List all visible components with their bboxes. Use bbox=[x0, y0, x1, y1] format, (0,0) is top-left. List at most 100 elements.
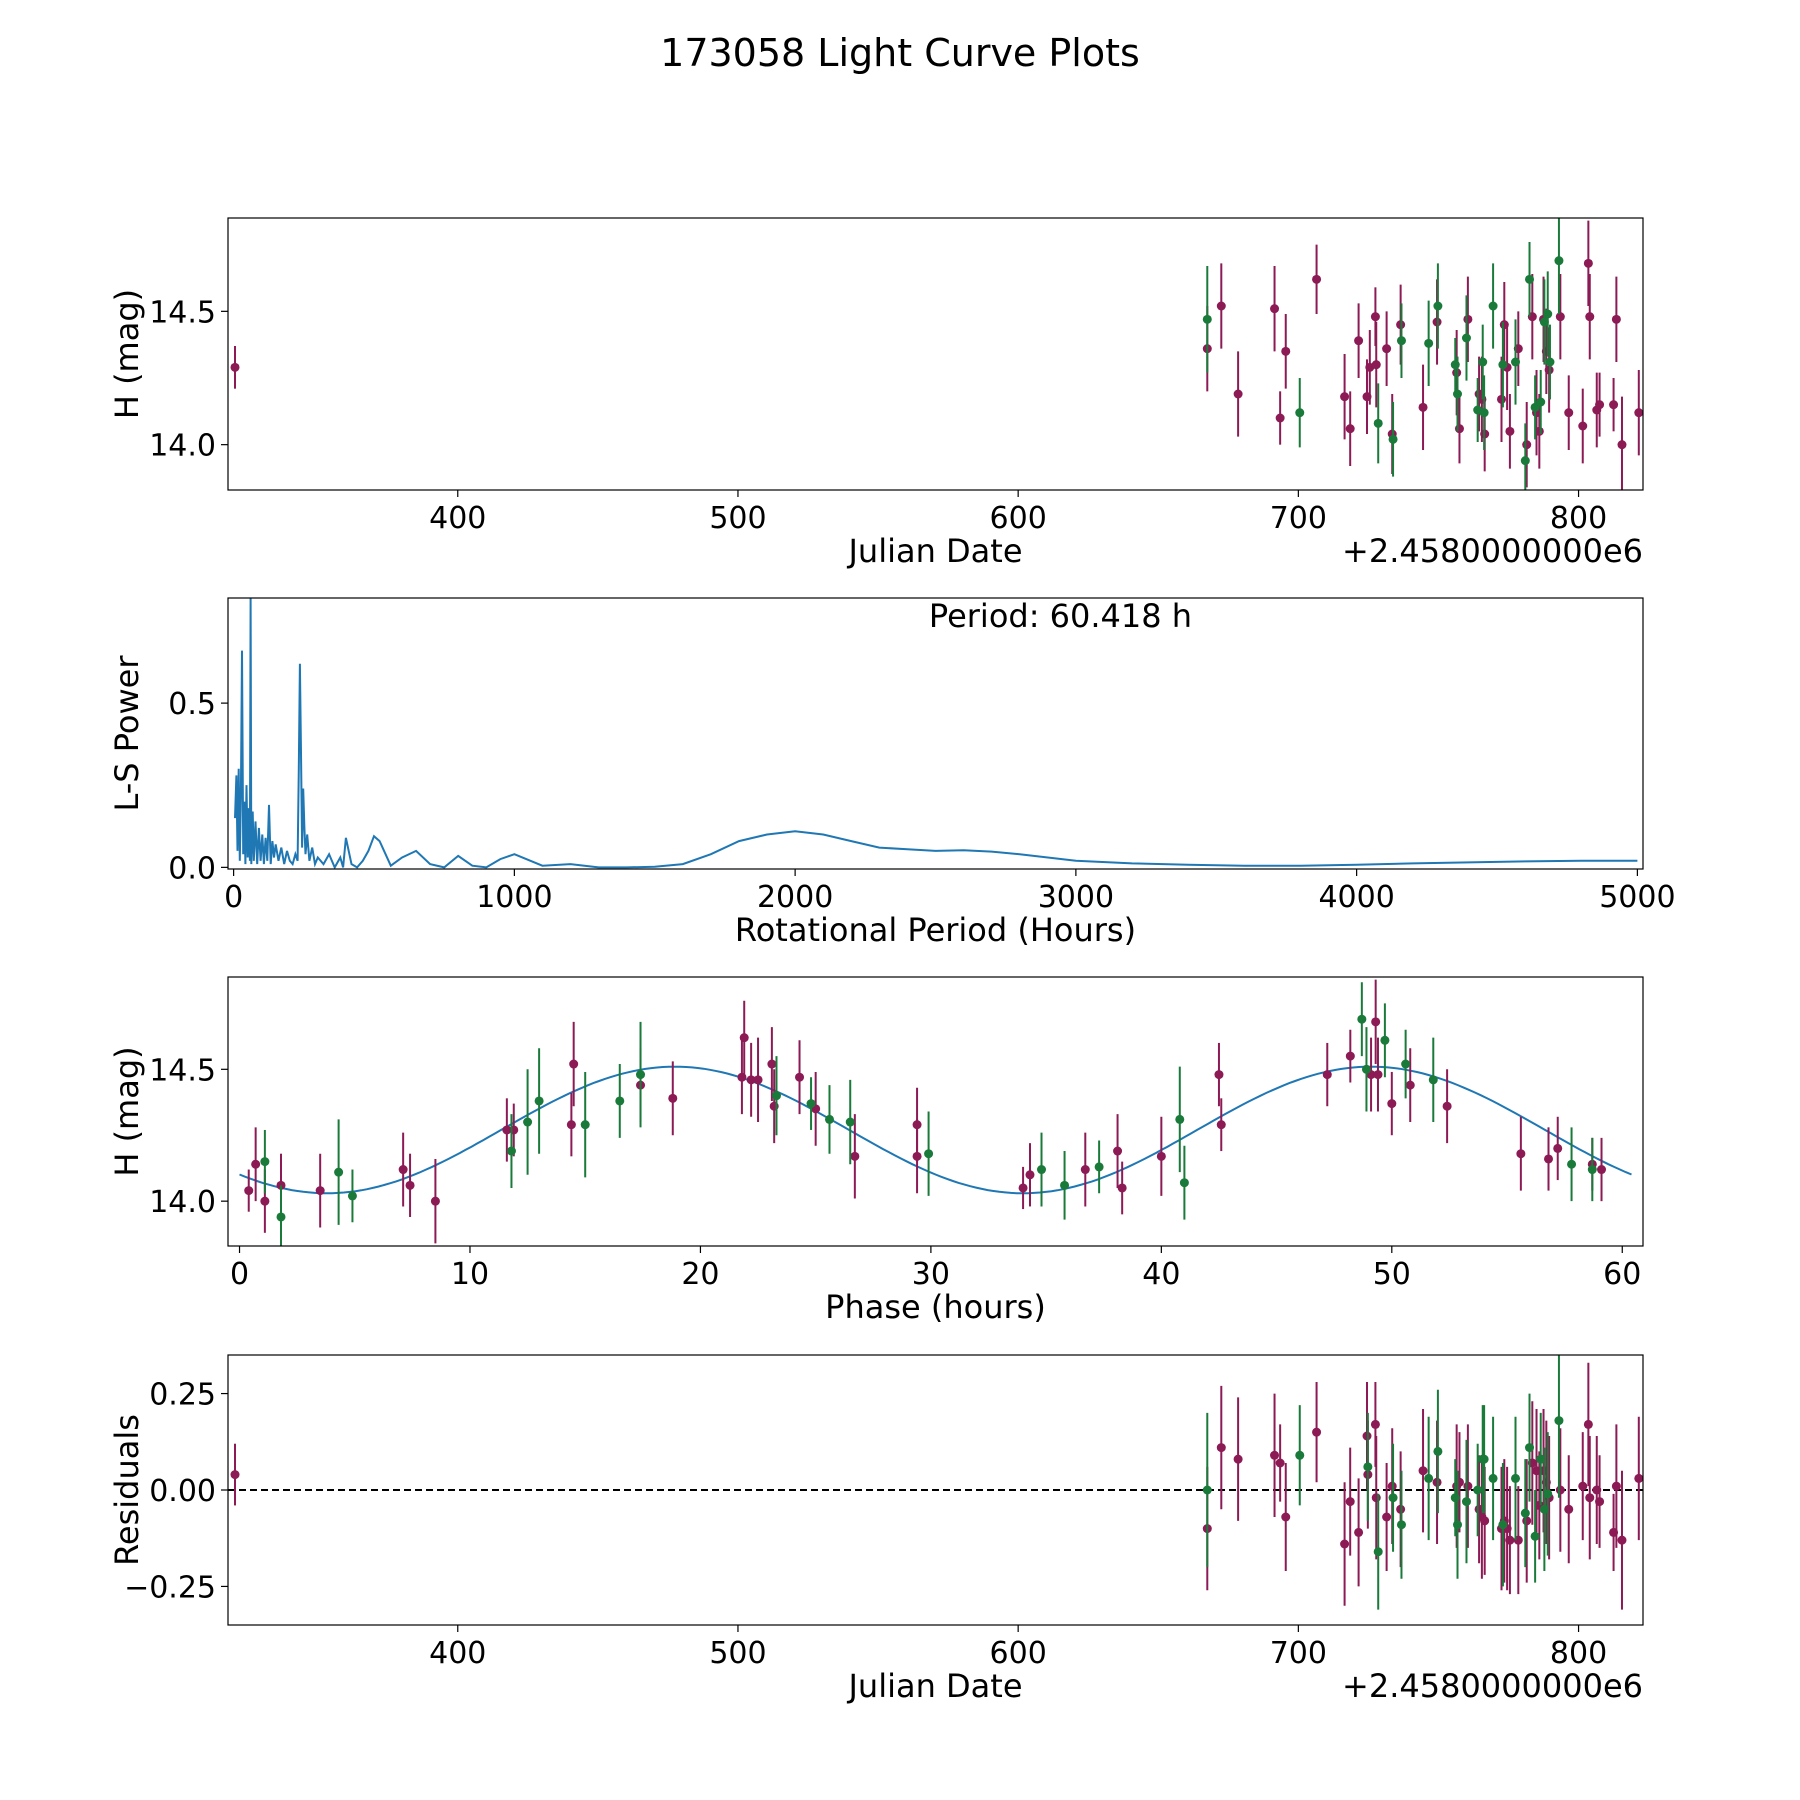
data-point bbox=[1555, 1485, 1565, 1495]
data-point bbox=[1488, 301, 1498, 311]
data-point bbox=[1361, 1064, 1371, 1074]
x-tick-label: 400 bbox=[429, 1636, 486, 1671]
data-point bbox=[1060, 1180, 1070, 1190]
periodogram-line bbox=[234, 598, 1638, 869]
data-point bbox=[534, 1096, 544, 1106]
data-point bbox=[739, 1033, 749, 1043]
data-point bbox=[1354, 336, 1364, 346]
data-point bbox=[1564, 1504, 1574, 1514]
data-point bbox=[1370, 312, 1380, 322]
data-point bbox=[1553, 1143, 1563, 1153]
x-axis-label: Julian Date bbox=[846, 1667, 1022, 1705]
data-point bbox=[1270, 1450, 1280, 1460]
data-point bbox=[1530, 1531, 1540, 1541]
y-tick-label: 14.5 bbox=[149, 295, 216, 330]
data-point bbox=[398, 1165, 408, 1175]
y-axis-label: H (mag) bbox=[108, 289, 146, 419]
data-point bbox=[1585, 312, 1595, 322]
data-point bbox=[1539, 1504, 1549, 1514]
data-point bbox=[276, 1212, 286, 1222]
data-point bbox=[1401, 1059, 1411, 1069]
data-point bbox=[1511, 1473, 1521, 1483]
data-point bbox=[668, 1093, 678, 1103]
data-point bbox=[1473, 1485, 1483, 1495]
x-tick-label: 1000 bbox=[476, 880, 552, 915]
data-point bbox=[1525, 274, 1535, 284]
data-point bbox=[636, 1070, 646, 1080]
data-point bbox=[1371, 1017, 1381, 1027]
data-point bbox=[506, 1146, 516, 1156]
data-point bbox=[1202, 1485, 1212, 1495]
data-point bbox=[1583, 1419, 1593, 1429]
data-point bbox=[1595, 400, 1605, 410]
x-tick-label: 40 bbox=[1142, 1257, 1180, 1292]
period-annotation: Period: 60.418 h bbox=[929, 597, 1192, 635]
y-tick-label: 0.0 bbox=[168, 851, 216, 886]
y-axis-label: H (mag) bbox=[108, 1046, 146, 1176]
x-axis-label: Phase (hours) bbox=[825, 1288, 1046, 1326]
data-point bbox=[1479, 1454, 1489, 1464]
data-point bbox=[1498, 360, 1508, 370]
data-point bbox=[1478, 357, 1488, 367]
data-point bbox=[347, 1191, 357, 1201]
plot-area bbox=[234, 598, 1638, 869]
data-point bbox=[1488, 1473, 1498, 1483]
data-point bbox=[1345, 424, 1355, 434]
data-point bbox=[1520, 456, 1530, 466]
data-point bbox=[1275, 413, 1285, 423]
x-tick-label: 60 bbox=[1603, 1257, 1641, 1292]
data-point bbox=[1634, 1473, 1643, 1483]
data-point bbox=[334, 1167, 344, 1177]
data-point bbox=[1233, 1454, 1243, 1464]
data-point bbox=[615, 1096, 625, 1106]
series-green bbox=[1202, 1355, 1564, 1610]
data-point bbox=[1340, 392, 1350, 402]
data-point bbox=[1387, 1099, 1397, 1109]
y-tick-label: 14.0 bbox=[149, 1185, 216, 1220]
data-point bbox=[737, 1072, 747, 1082]
data-point bbox=[771, 1091, 781, 1101]
data-point bbox=[1233, 389, 1243, 399]
data-point bbox=[1117, 1183, 1127, 1193]
x-tick-label: 400 bbox=[429, 501, 486, 536]
data-point bbox=[1202, 314, 1212, 324]
data-point bbox=[1617, 1535, 1627, 1545]
data-point bbox=[1371, 360, 1381, 370]
series-maroon bbox=[230, 220, 1643, 490]
data-point bbox=[1539, 317, 1549, 327]
chart-residuals: 400 500 600 700 800 0.25 0.00 −0.25 Julian Date R… bbox=[108, 1354, 1644, 1705]
data-point bbox=[244, 1186, 254, 1196]
series-green bbox=[260, 982, 1597, 1246]
x-tick-label: 500 bbox=[709, 501, 766, 536]
data-point bbox=[1340, 1539, 1350, 1549]
data-point bbox=[1516, 1149, 1526, 1159]
x-offset-text: +2.4580000000e6 bbox=[1342, 532, 1643, 570]
data-point bbox=[1543, 1489, 1553, 1499]
data-point bbox=[1424, 1473, 1434, 1483]
data-point bbox=[1585, 1493, 1595, 1503]
data-point bbox=[1214, 1070, 1224, 1080]
x-offset-text: +2.4580000000e6 bbox=[1342, 1667, 1643, 1705]
data-point bbox=[1428, 1075, 1438, 1085]
data-point bbox=[569, 1059, 579, 1069]
data-point bbox=[1505, 426, 1515, 436]
data-point bbox=[1543, 309, 1553, 319]
data-point bbox=[1578, 421, 1588, 431]
data-point bbox=[1295, 1450, 1305, 1460]
chart-lightcurve: 400 500 600 700 800 14.0 14.5 Julian Date H (mag… bbox=[108, 217, 1644, 570]
data-point bbox=[753, 1075, 763, 1085]
data-point bbox=[1295, 408, 1305, 418]
data-point bbox=[1505, 1535, 1515, 1545]
data-point bbox=[1525, 1443, 1535, 1453]
data-point bbox=[1281, 1512, 1291, 1522]
data-point bbox=[806, 1099, 816, 1109]
axes-frame bbox=[227, 217, 1644, 491]
y-axis-label: L-S Power bbox=[108, 655, 146, 812]
data-point bbox=[1371, 1493, 1381, 1503]
data-point bbox=[1497, 394, 1506, 404]
y-tick-label: 14.5 bbox=[149, 1053, 216, 1088]
data-point bbox=[1454, 1477, 1464, 1487]
data-point bbox=[1454, 424, 1464, 434]
